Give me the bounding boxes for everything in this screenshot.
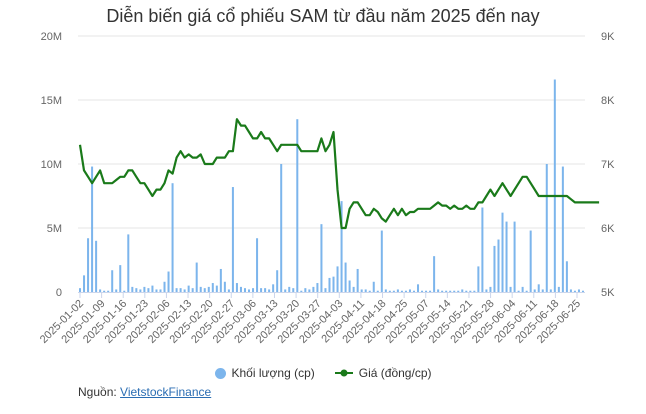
legend-price-label: Giá (đồng/cp) (358, 366, 432, 380)
legend-volume-label: Khối lượng (cp) (231, 366, 315, 380)
source-prefix: Nguồn: (78, 385, 117, 399)
chart-title: Diễn biến giá cổ phiếu SAM từ đầu năm 20… (106, 6, 540, 26)
svg-text:20M: 20M (41, 31, 62, 43)
svg-text:10M: 10M (41, 159, 62, 171)
source-link[interactable]: VietstockFinance (120, 385, 212, 399)
svg-text:0: 0 (56, 287, 62, 299)
svg-text:7K: 7K (601, 159, 615, 171)
source-note: Nguồn: VietstockFinance (78, 385, 211, 399)
legend-item-volume[interactable]: Khối lượng (cp) (214, 366, 315, 380)
legend: Khối lượng (cp) Giá (đồng/cp) (0, 366, 646, 380)
svg-text:9K: 9K (601, 31, 615, 43)
svg-text:5K: 5K (601, 287, 615, 299)
chart-plot: 0 5M 10M 15M 20M 5K 6K 7K 8K 9K 2025-01-022025-0… (38, 31, 615, 346)
y-axis-right: 5K 6K 7K 8K 9K (601, 31, 615, 299)
volume-bars (79, 79, 584, 293)
svg-text:5M: 5M (47, 223, 62, 235)
line-marker-icon (334, 369, 353, 377)
svg-text:6K: 6K (601, 223, 615, 235)
x-axis: 2025-01-022025-01-092025-01-162025-01-23… (38, 292, 585, 346)
svg-text:8K: 8K (601, 95, 615, 107)
legend-item-price[interactable]: Giá (đồng/cp) (334, 366, 432, 380)
gridlines (78, 35, 585, 229)
price-line (78, 118, 600, 230)
svg-text:15M: 15M (41, 95, 62, 107)
circle-marker-icon (214, 367, 226, 379)
y-axis-left: 0 5M 10M 15M 20M (41, 31, 62, 299)
